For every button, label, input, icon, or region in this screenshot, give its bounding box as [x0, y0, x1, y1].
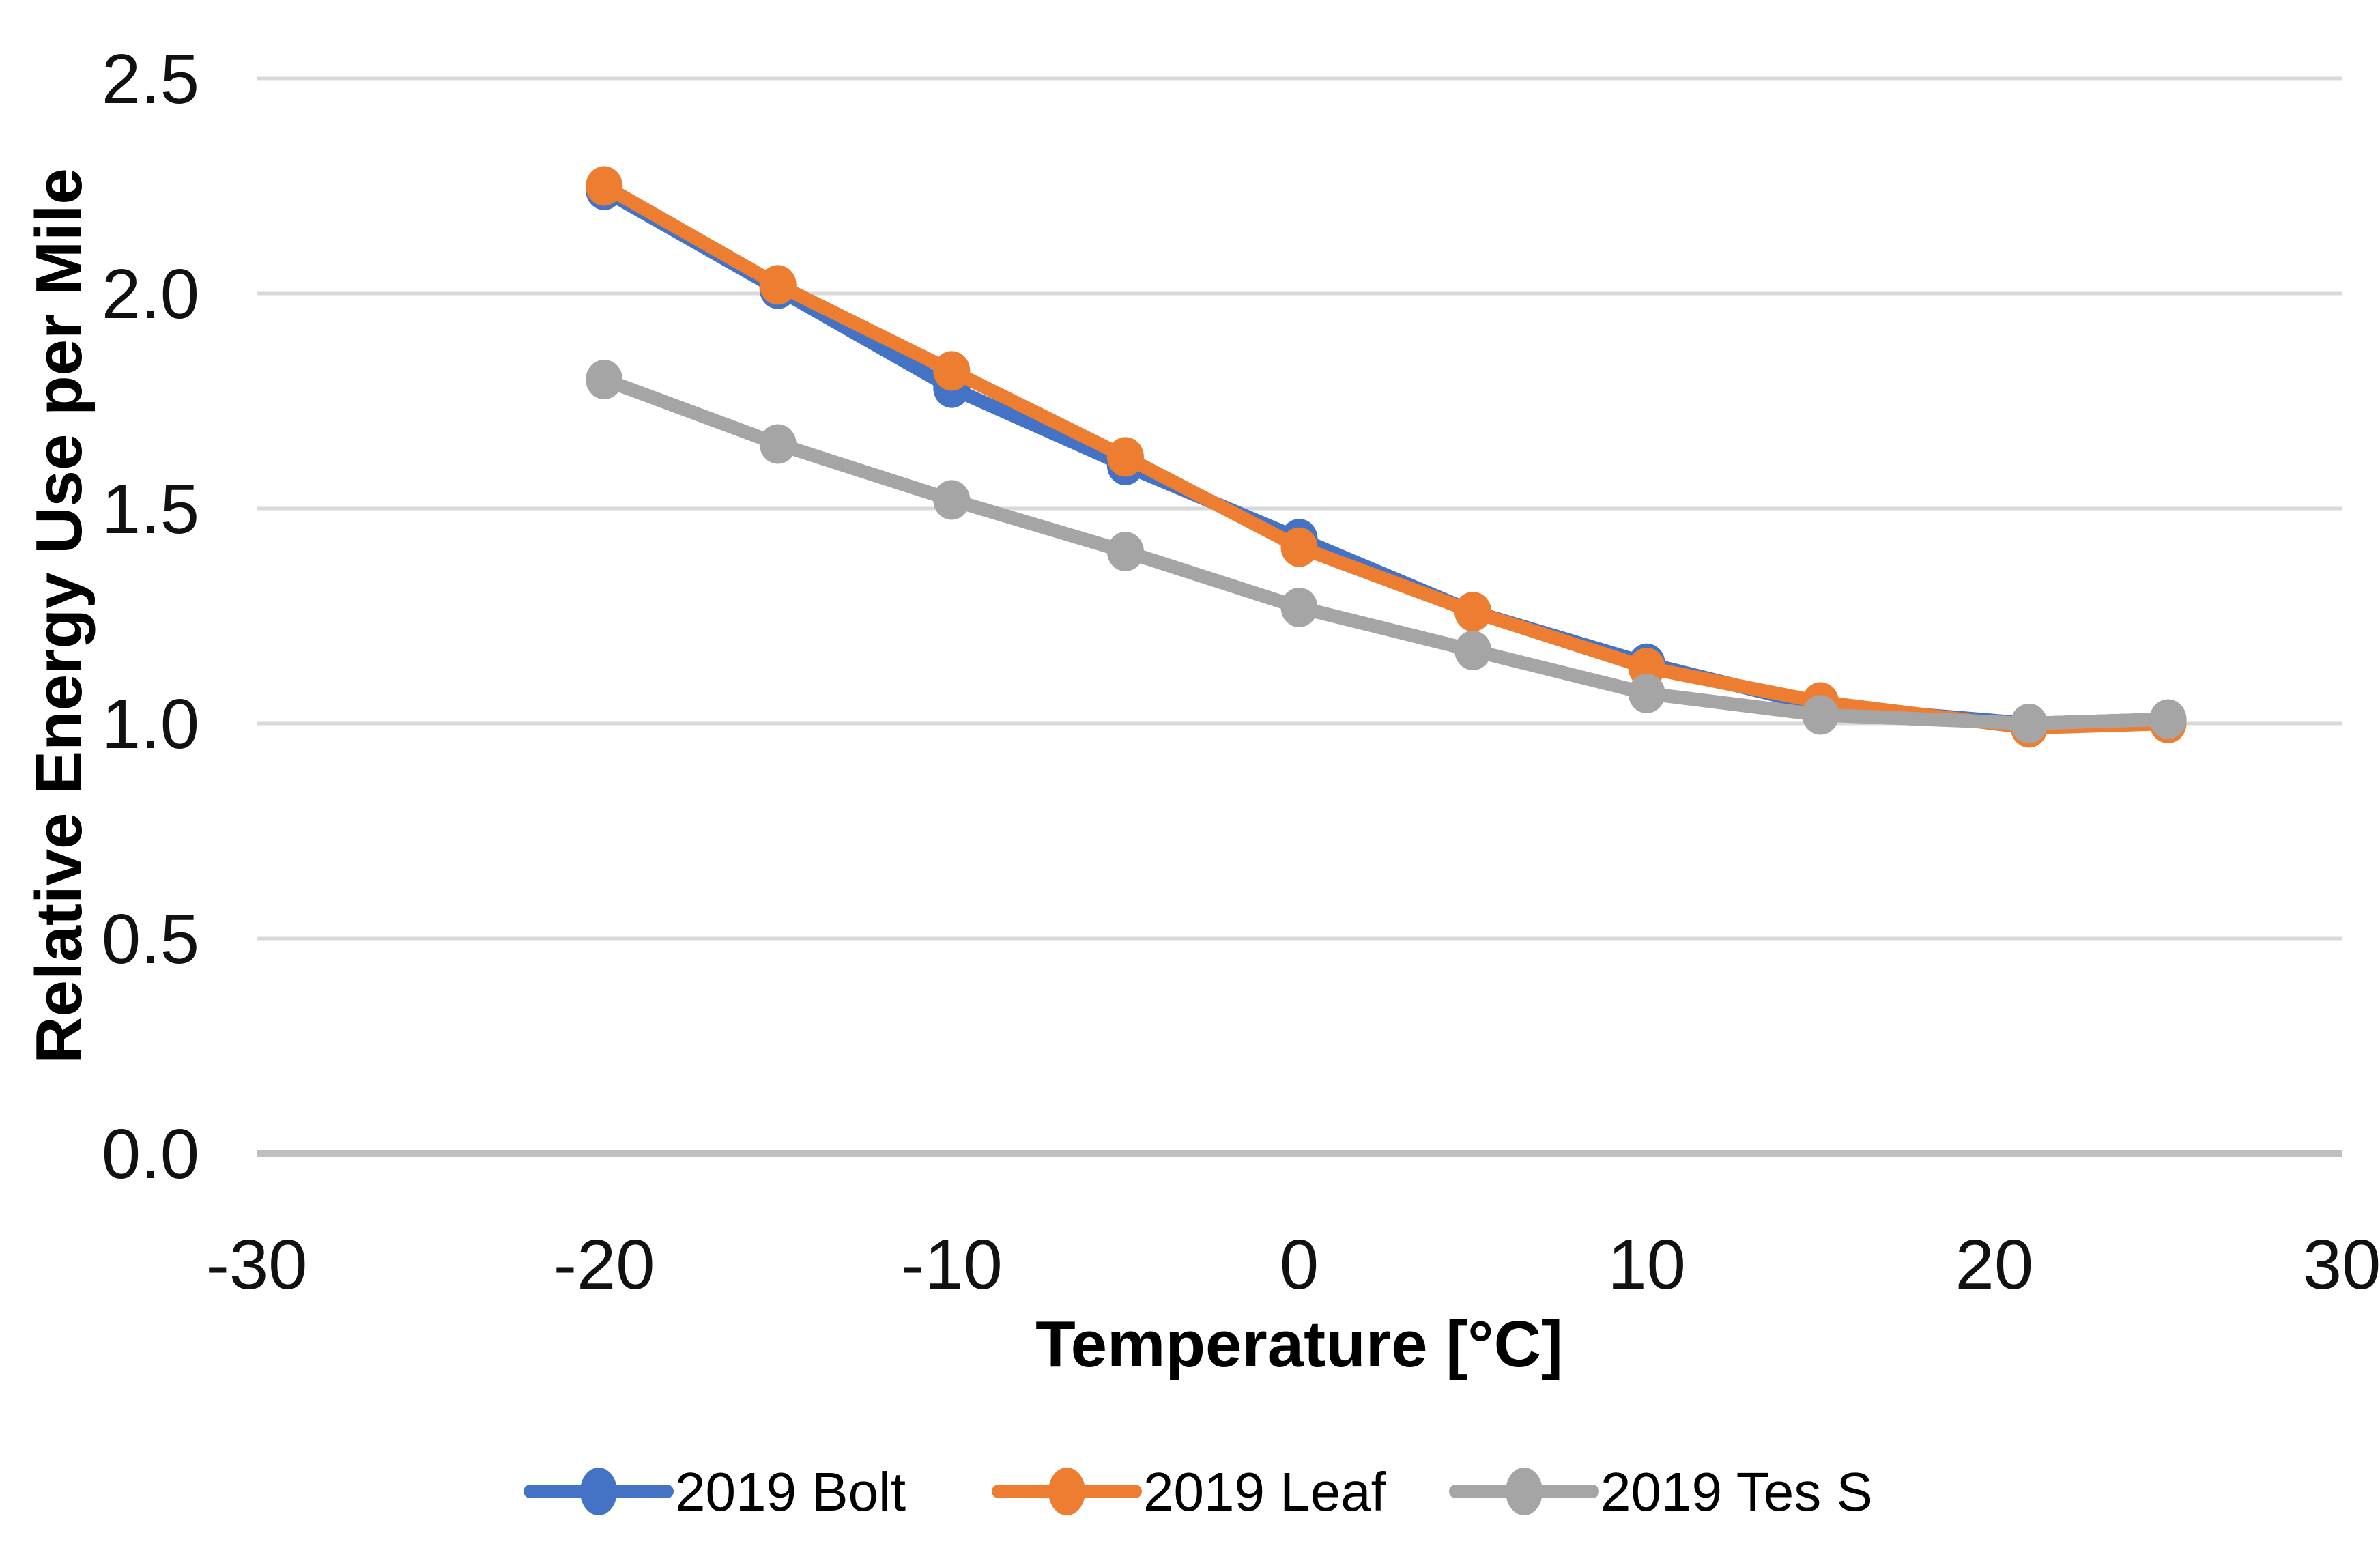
legend-item-2019-bolt: 2019 Bolt: [524, 1461, 906, 1522]
x-tick-label: 20: [1955, 1225, 2034, 1304]
x-tick-label: 30: [2303, 1225, 2380, 1304]
data-point-2019-leaf: [933, 351, 971, 391]
y-tick-label: 1.5: [102, 470, 199, 548]
legend-item-2019-leaf: 2019 Leaf: [992, 1461, 1387, 1522]
legend-marker-dot: [1048, 1468, 1085, 1515]
data-point-2019-tes-s: [1802, 695, 1839, 735]
data-point-2019-tes-s: [1106, 532, 1144, 571]
y-axis-title: Relative Energy Use per Mile: [23, 168, 96, 1064]
y-tick-label: 2.0: [102, 255, 199, 333]
y-tick-label: 1.0: [102, 685, 199, 763]
data-point-2019-leaf: [586, 166, 623, 206]
series-2019-tes-s: [586, 360, 2187, 743]
data-point-2019-tes-s: [759, 424, 797, 464]
data-point-2019-tes-s: [2149, 699, 2187, 739]
legend-marker-dot: [1506, 1468, 1543, 1515]
data-point-2019-leaf: [1454, 592, 1492, 632]
data-point-2019-tes-s: [1628, 673, 1665, 713]
x-axis-tick-labels: -30 -20 -10 0 10 20 30: [206, 1225, 2380, 1304]
y-axis-tick-labels: 0.0 0.5 1.0 1.5 2.0 2.5: [102, 40, 199, 1193]
x-tick-label: -30: [206, 1225, 308, 1304]
legend-label: 2019 Tes S: [1601, 1461, 1873, 1522]
data-point-2019-tes-s: [933, 480, 971, 520]
x-tick-label: 0: [1280, 1225, 1319, 1304]
data-point-2019-leaf: [1106, 437, 1144, 477]
data-point-2019-tes-s: [2010, 704, 2048, 743]
y-tick-label: 2.5: [102, 40, 199, 118]
data-point-2019-leaf: [759, 265, 797, 305]
legend-marker-dot: [580, 1468, 617, 1515]
x-tick-label: -20: [554, 1225, 655, 1304]
data-point-2019-tes-s: [586, 360, 623, 399]
data-point-2019-tes-s: [1280, 587, 1318, 627]
legend-item-2019-tes-s: 2019 Tes S: [1449, 1461, 1873, 1522]
legend-label: 2019 Leaf: [1143, 1461, 1387, 1522]
gridlines: [257, 76, 2342, 1157]
y-tick-label: 0.5: [102, 900, 199, 978]
x-axis-title: Temperature [°C]: [1035, 1308, 1563, 1381]
series-line-2019-tes-s: [597, 373, 2175, 730]
data-point-2019-tes-s: [1454, 630, 1492, 670]
x-tick-label: 10: [1607, 1225, 1686, 1304]
y-tick-label: 0.0: [102, 1115, 199, 1193]
legend-label: 2019 Bolt: [675, 1461, 906, 1522]
legend: 2019 Bolt 2019 Leaf 2019 Tes S: [524, 1461, 1873, 1522]
data-point-2019-leaf: [1280, 527, 1318, 567]
x-tick-label: -10: [901, 1225, 1003, 1304]
